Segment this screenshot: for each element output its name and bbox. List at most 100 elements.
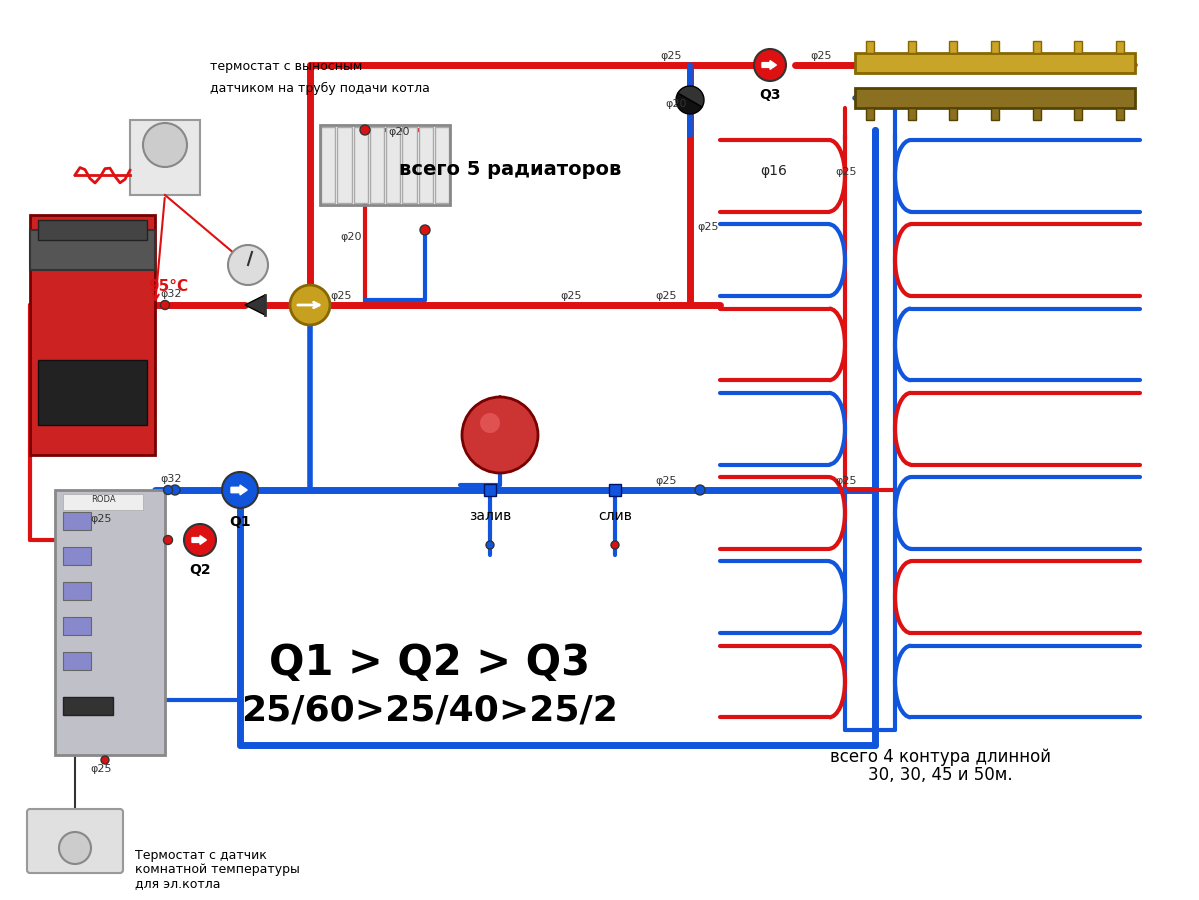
Text: φ20: φ20 (341, 232, 362, 242)
Bar (64, 652, 91, 670)
Text: слив: слив (598, 509, 632, 523)
Text: RODA: RODA (91, 495, 115, 504)
Bar (435, 127, 448, 203)
Circle shape (163, 536, 173, 544)
Bar (418, 127, 433, 203)
Bar (337, 127, 351, 203)
Bar (1116, 108, 1123, 120)
Bar (609, 484, 621, 496)
Text: 25/60>25/40>25/2: 25/60>25/40>25/2 (241, 693, 619, 727)
Text: φ32: φ32 (159, 289, 181, 299)
Circle shape (163, 485, 173, 494)
Bar (386, 127, 400, 203)
Text: залив: залив (469, 509, 511, 523)
Bar (64, 617, 91, 635)
Bar (866, 108, 874, 120)
Bar (64, 494, 143, 510)
Text: датчиком на трубу подачи котла: датчиком на трубу подачи котла (210, 82, 430, 95)
Bar (1032, 41, 1041, 53)
Circle shape (754, 49, 787, 81)
FancyArrow shape (231, 485, 247, 495)
Circle shape (59, 832, 91, 864)
Bar (908, 108, 916, 120)
Wedge shape (676, 93, 703, 114)
Bar (64, 547, 91, 565)
Bar (1032, 108, 1041, 120)
Circle shape (143, 123, 187, 167)
Circle shape (101, 756, 109, 764)
Text: для эл.котла: для эл.котла (135, 878, 221, 890)
Bar (64, 697, 113, 715)
Circle shape (290, 285, 330, 325)
FancyBboxPatch shape (28, 809, 123, 873)
Bar (30, 230, 155, 270)
Bar (321, 127, 336, 203)
Circle shape (183, 524, 216, 556)
Text: комнатной температуры: комнатной температуры (135, 863, 300, 877)
Bar (55, 490, 165, 755)
Circle shape (161, 301, 169, 310)
Circle shape (222, 472, 258, 508)
Text: φ25: φ25 (560, 291, 582, 301)
Circle shape (480, 413, 500, 433)
Circle shape (486, 541, 494, 549)
Text: φ25: φ25 (835, 476, 856, 486)
Text: φ25: φ25 (835, 167, 856, 177)
Text: всего 5 радиаторов: всего 5 радиаторов (399, 160, 621, 179)
Bar (484, 484, 496, 496)
Text: термостат с выносным: термостат с выносным (210, 60, 362, 73)
Text: φ25: φ25 (655, 291, 676, 301)
Bar (30, 215, 155, 455)
Bar (866, 41, 874, 53)
Text: Q1 > Q2 > Q3: Q1 > Q2 > Q3 (270, 642, 591, 684)
Bar (64, 512, 91, 530)
Text: всего 4 контура длинной: всего 4 контура длинной (830, 748, 1050, 766)
FancyArrow shape (763, 60, 777, 69)
Wedge shape (677, 86, 704, 107)
Circle shape (695, 485, 705, 495)
Bar (320, 125, 450, 205)
Text: φ25: φ25 (659, 51, 681, 61)
Text: 30, 30, 45 и 50м.: 30, 30, 45 и 50м. (868, 766, 1012, 784)
Bar (992, 108, 999, 120)
Bar (354, 127, 368, 203)
Bar (64, 582, 91, 600)
Bar (1116, 41, 1123, 53)
Text: φ20: φ20 (388, 127, 410, 137)
Circle shape (228, 245, 269, 285)
Text: φ16: φ16 (760, 164, 787, 178)
Bar (38, 220, 147, 240)
Bar (402, 127, 416, 203)
Bar (950, 108, 957, 120)
Bar (1074, 41, 1083, 53)
Circle shape (462, 397, 538, 473)
Bar (855, 53, 1135, 73)
Bar (129, 120, 200, 195)
Text: φ25: φ25 (811, 51, 831, 61)
Text: Q1: Q1 (229, 515, 251, 529)
Circle shape (611, 541, 619, 549)
Circle shape (360, 125, 370, 135)
Text: φ25: φ25 (90, 764, 112, 774)
Text: φ32: φ32 (159, 474, 181, 484)
Text: φ20: φ20 (665, 99, 687, 109)
Circle shape (420, 225, 430, 235)
Bar (992, 41, 999, 53)
Bar (369, 127, 384, 203)
Bar (1074, 108, 1083, 120)
Text: Q2: Q2 (189, 563, 211, 577)
Text: φ25: φ25 (90, 514, 112, 524)
Bar (908, 41, 916, 53)
Text: φ25: φ25 (330, 291, 351, 301)
FancyArrow shape (192, 536, 206, 544)
Text: 95°C: 95°C (147, 279, 188, 294)
Polygon shape (245, 295, 265, 315)
Text: φ25: φ25 (697, 222, 718, 232)
Text: Термостат с датчик: Термостат с датчик (135, 849, 267, 861)
Text: φ25: φ25 (655, 476, 676, 486)
Bar (38, 360, 147, 425)
Text: Q3: Q3 (759, 88, 781, 102)
Circle shape (170, 485, 180, 495)
Bar (950, 41, 957, 53)
Bar (855, 88, 1135, 108)
